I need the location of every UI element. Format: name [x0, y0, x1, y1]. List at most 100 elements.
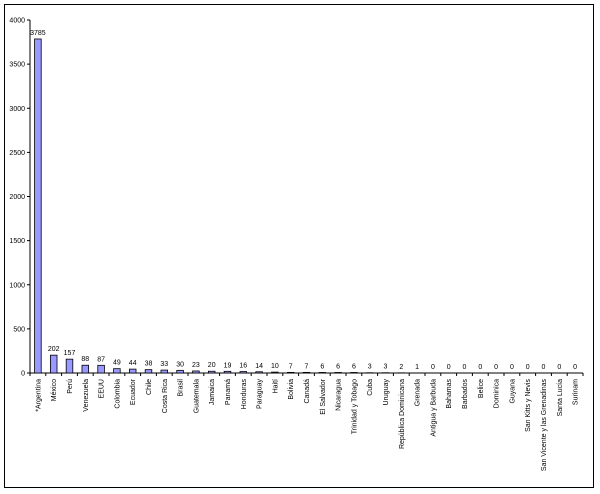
- data-label: 7: [305, 363, 309, 370]
- category-label: Barbados: [462, 379, 469, 409]
- bar: [239, 371, 248, 374]
- bar: [334, 372, 342, 374]
- data-label: 1: [415, 364, 419, 371]
- y-tick-label: 3500: [9, 62, 25, 69]
- bar: [176, 369, 184, 374]
- category-label: Perú: [67, 379, 74, 394]
- category-label: *Argentina: [35, 379, 42, 412]
- data-label: 0: [542, 364, 546, 371]
- y-tick-label: 4000: [9, 18, 25, 25]
- data-label: 0: [573, 364, 577, 371]
- category-label: Dominica: [494, 379, 501, 408]
- category-label: Belice: [478, 379, 485, 398]
- data-label: 6: [336, 363, 340, 370]
- bar: [318, 372, 327, 374]
- category-label: Jamaica: [209, 379, 216, 405]
- data-label: 38: [145, 361, 153, 368]
- category-label: Cuba: [367, 379, 374, 396]
- category-label: Antigua y Barbuda: [430, 379, 437, 437]
- data-label: 7: [289, 363, 293, 370]
- data-label: 3: [384, 364, 388, 371]
- data-label: 3785: [30, 30, 46, 37]
- data-label: 19: [224, 362, 232, 369]
- data-label: 20: [208, 362, 216, 369]
- data-label: 0: [447, 364, 451, 371]
- data-label: 49: [113, 360, 121, 367]
- data-label: 0: [431, 364, 435, 371]
- category-label: Ecuador: [130, 378, 137, 405]
- category-label: Santa Lucía: [557, 379, 564, 416]
- bar: [223, 370, 232, 374]
- x-axis: [29, 372, 584, 376]
- category-label: Haití: [272, 379, 279, 393]
- category-label: Costa Rica: [162, 379, 169, 413]
- data-label: 44: [129, 360, 137, 367]
- category-label: Uruguay: [383, 379, 390, 406]
- bars: [34, 38, 421, 374]
- data-label: 88: [81, 356, 89, 363]
- data-label: 0: [526, 364, 530, 371]
- data-label: 0: [463, 364, 467, 371]
- category-label: EEUU: [99, 379, 106, 398]
- category-label: San Vicente y las Grenadinas: [541, 379, 548, 472]
- category-label: Guyana: [509, 379, 516, 404]
- y-tick-label: 500: [13, 326, 25, 333]
- bar: [207, 370, 216, 374]
- category-label: El Salvador: [320, 378, 327, 414]
- data-label: 16: [239, 363, 247, 370]
- bar: [49, 354, 58, 374]
- category-label: Guatemala: [193, 379, 200, 413]
- category-label: Honduras: [241, 379, 248, 410]
- bar: [255, 371, 263, 374]
- bar: [65, 358, 74, 374]
- y-tick-label: 1500: [9, 238, 25, 245]
- category-label: Brasil: [178, 379, 185, 397]
- bar: [34, 38, 42, 374]
- bar: [192, 370, 200, 374]
- data-label: 30: [176, 361, 184, 368]
- data-label: 0: [494, 364, 498, 371]
- data-label: 0: [510, 364, 514, 371]
- data-label: 6: [320, 363, 324, 370]
- y-tick-label: 0: [21, 371, 25, 378]
- category-label: Colombia: [114, 379, 121, 409]
- category-label: Canadá: [304, 379, 311, 404]
- bar: [97, 364, 105, 374]
- category-label: Panamá: [225, 379, 232, 405]
- category-label: Surinam: [573, 379, 580, 405]
- bar: [350, 372, 358, 374]
- category-label: Bahamas: [446, 379, 453, 409]
- category-label: San Kitts y Nevis: [525, 379, 532, 432]
- y-tick-label: 1000: [9, 282, 25, 289]
- category-label: República Dominicana: [399, 379, 406, 449]
- y-tick-label: 2000: [9, 194, 25, 201]
- data-label: 33: [160, 361, 168, 368]
- bar: [128, 368, 137, 374]
- data-label: 23: [192, 362, 200, 369]
- data-label: 2: [399, 364, 403, 371]
- data-label: 10: [271, 363, 279, 370]
- bar: [81, 364, 90, 374]
- bar: [271, 371, 279, 374]
- bar: [302, 371, 311, 374]
- y-tick-label: 3000: [9, 106, 25, 113]
- category-label: Paraguay: [257, 379, 264, 409]
- data-label: 157: [64, 350, 76, 357]
- y-tick-label: 2500: [9, 150, 25, 157]
- data-label: 87: [97, 356, 105, 363]
- y-axis: 0 500 1000 1500 2000 2500 3000 3500 4000: [9, 18, 31, 378]
- category-label: Grenada: [415, 379, 422, 406]
- category-label: Venezuela: [83, 379, 90, 412]
- category-label: Nicaragua: [336, 379, 343, 411]
- bar: [160, 369, 169, 374]
- category-label: Bolivia: [288, 379, 295, 400]
- data-label: 14: [255, 363, 263, 370]
- data-label: 6: [352, 363, 356, 370]
- bar: [144, 369, 153, 374]
- category-label: Trinidad y Tobago: [351, 379, 358, 434]
- data-label: 0: [478, 364, 482, 371]
- category-label: México: [51, 379, 58, 401]
- bar: [286, 371, 295, 374]
